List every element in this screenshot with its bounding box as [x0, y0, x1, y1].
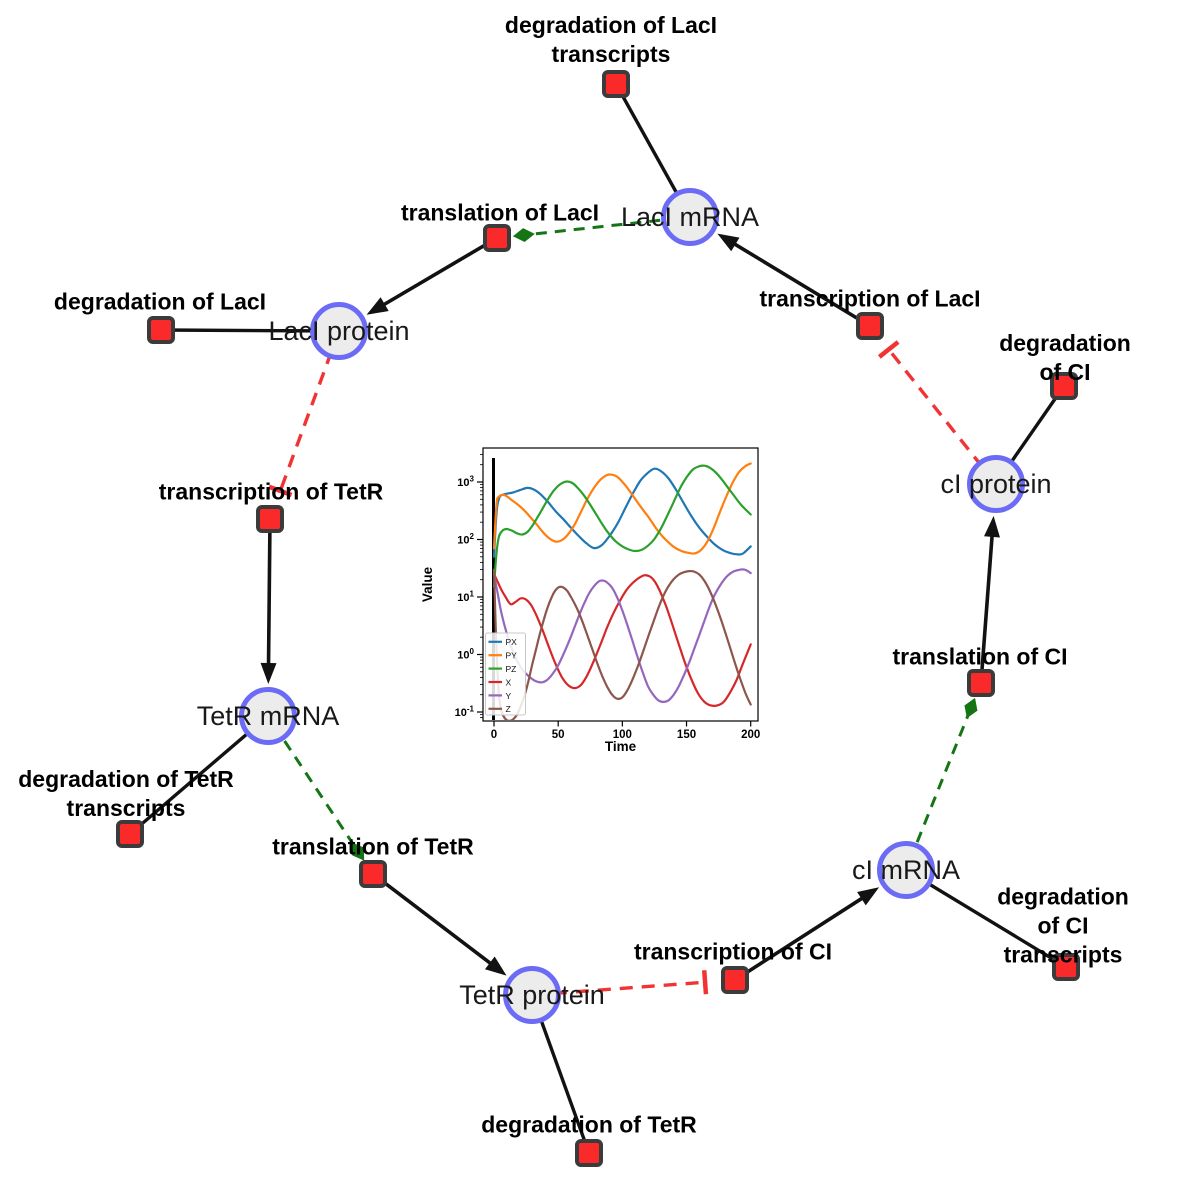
edge-tetr-protein-transcription-ci: [531, 970, 709, 997]
series-PZ-line: [492, 464, 752, 588]
plot-legend: PX PY PZ XYZ: [485, 632, 526, 716]
x-axis-title: Time: [605, 739, 637, 754]
legend-label: X: [506, 677, 512, 687]
legend-label: PZ: [506, 664, 517, 674]
edge-deg-laci-transcripts-laci-mrna: [614, 83, 692, 218]
edge-deg-laci-laci-protein: [160, 328, 340, 333]
edge-transcription-laci-laci-mrna: [717, 233, 871, 328]
series-PX-line: [492, 467, 752, 558]
edge-deg-tetr-tetr-protein: [530, 994, 591, 1154]
edge-ci-mrna-translation-ci: [915, 697, 978, 843]
edge-deg-tetr-transcripts-tetr-mrna: [128, 714, 270, 836]
legend-label: PY: [506, 651, 518, 661]
x-tick-label: 150: [677, 729, 696, 741]
x-tick-label: 50: [552, 729, 565, 741]
edge-translation-laci-laci-protein: [366, 236, 498, 315]
series-X-line: [492, 573, 752, 707]
edge-deg-ci-ci-protein: [994, 385, 1066, 485]
edge-transcription-tetr-tetr-mrna: [260, 518, 277, 685]
y-tick-label: 10-1: [455, 705, 475, 720]
x-tick-label: 0: [491, 729, 497, 741]
y-tick-label: 101: [457, 590, 474, 605]
legend-label: PX: [506, 637, 518, 647]
edge-ci-protein-transcription-laci: [877, 340, 998, 486]
y-tick-label: 102: [457, 532, 474, 547]
edge-transcription-ci-ci-mrna: [734, 887, 880, 982]
series-Y-line: [492, 568, 752, 704]
series-PY-line: [492, 462, 752, 555]
edge-laci-mrna-translation-laci: [512, 218, 661, 243]
edge-tetr-mrna-translation-tetr: [283, 740, 365, 861]
edge-translation-ci-ci-protein: [979, 515, 1000, 684]
y-tick-label: 100: [457, 647, 474, 662]
x-tick-label: 200: [741, 729, 760, 741]
x-tick-label: 100: [613, 729, 632, 741]
edge-deg-ci-transcripts-ci-mrna: [905, 868, 1067, 969]
y-axis-title: Value: [420, 566, 435, 602]
legend-label: Z: [506, 704, 511, 714]
legend-label: Y: [506, 691, 512, 701]
edge-laci-protein-transcription-tetr: [268, 330, 341, 498]
y-tick-label: 103: [457, 475, 474, 490]
edge-translation-tetr-tetr-protein: [371, 872, 507, 976]
